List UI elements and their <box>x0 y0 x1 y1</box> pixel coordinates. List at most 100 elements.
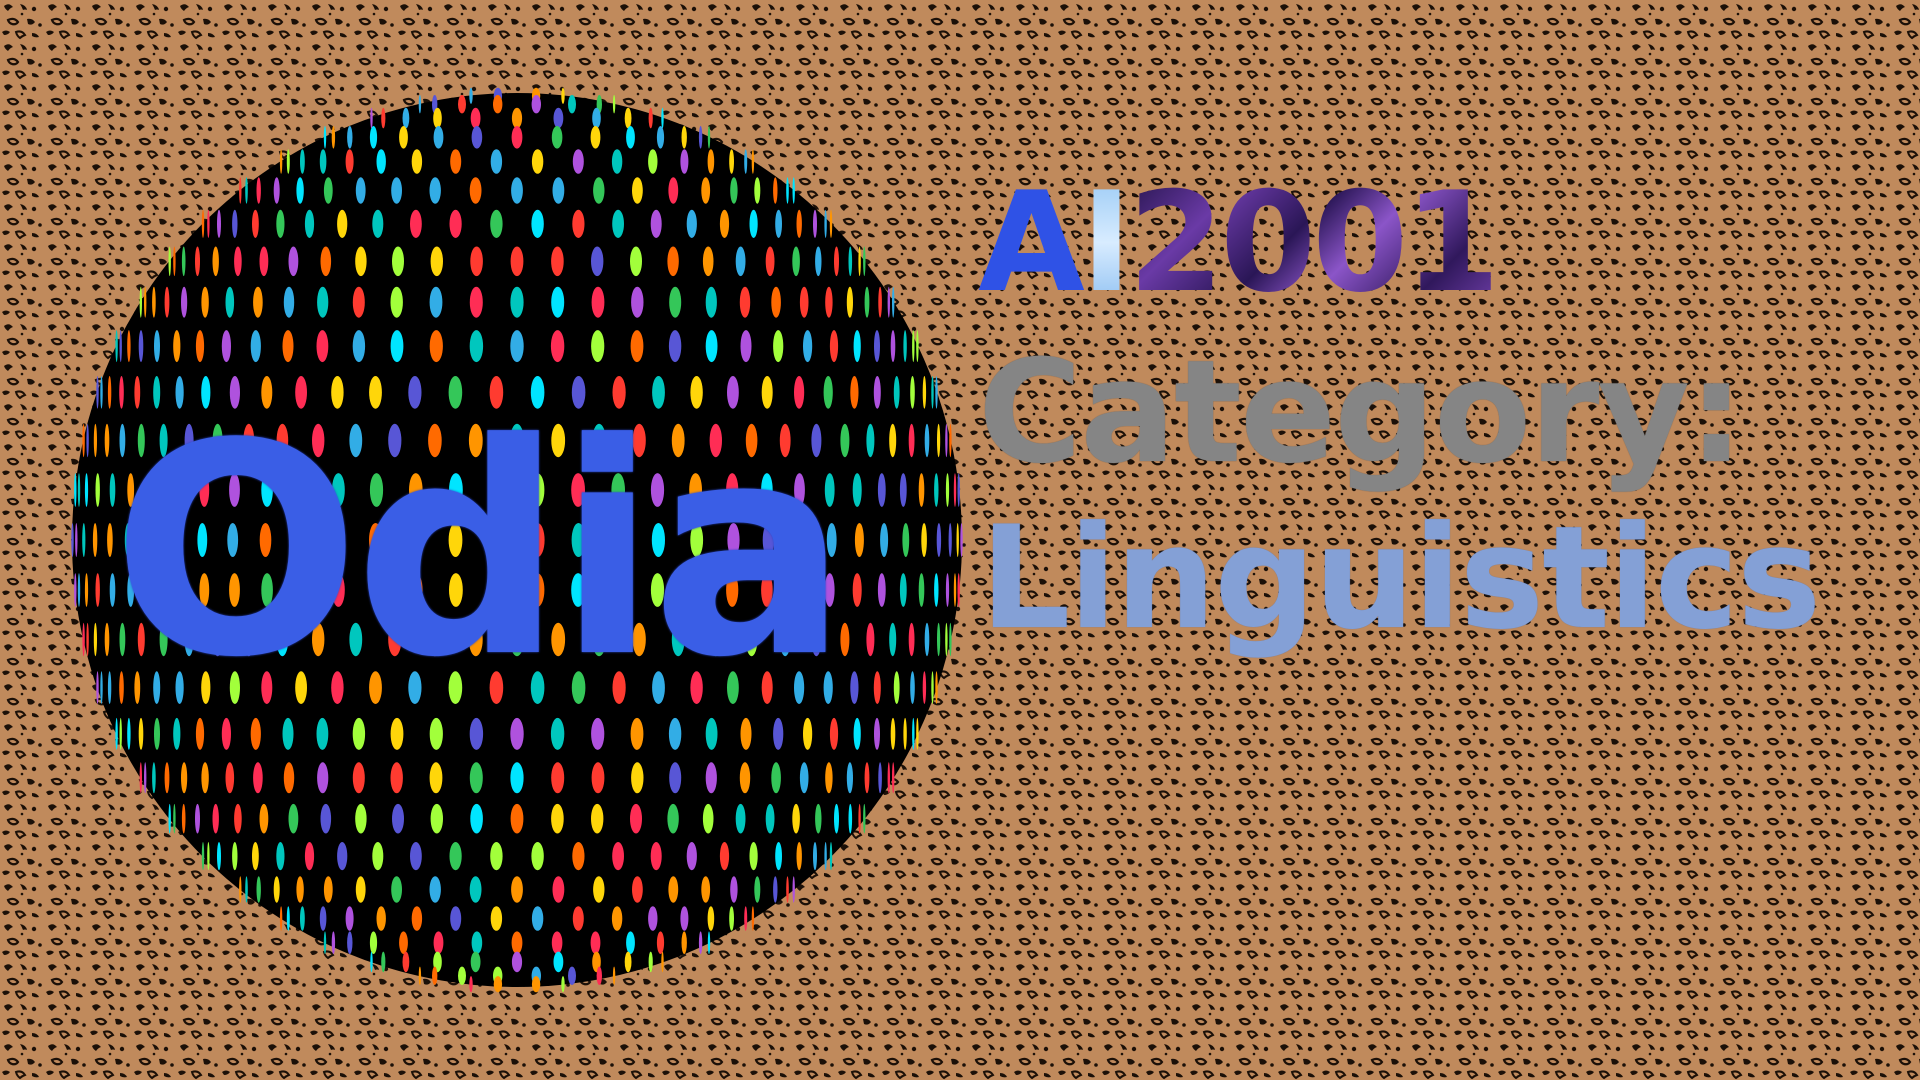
sphere-dot <box>154 717 160 750</box>
sphere-dot <box>799 762 809 794</box>
sphere-dot <box>744 149 748 174</box>
sphere-dot <box>690 523 704 557</box>
sphere-dot <box>390 762 403 794</box>
sphere-dot <box>243 622 255 657</box>
sphere-dot <box>448 376 463 409</box>
sphere-dot <box>571 573 585 607</box>
sphere-dot <box>175 376 184 409</box>
sphere-dot <box>945 473 950 507</box>
sphere-dot <box>212 622 223 657</box>
sphere-dot <box>181 803 186 834</box>
sphere-dot <box>159 622 168 657</box>
sphere-dot <box>773 876 778 903</box>
sphere-dot <box>829 209 833 238</box>
sphere-dot <box>352 286 365 318</box>
sphere-dot <box>840 622 850 657</box>
sphere-dot <box>551 423 566 458</box>
sphere-dot <box>591 330 605 363</box>
sphere-dot <box>217 209 221 238</box>
sphere-dot <box>234 803 242 834</box>
sphere-dot <box>369 931 378 954</box>
sphere-dot <box>771 762 781 794</box>
sphere-dot <box>510 717 524 750</box>
sphere-dot <box>168 803 171 834</box>
sphere-dot <box>402 951 410 973</box>
sphere-dot <box>815 246 822 277</box>
sphere-dot <box>304 209 315 238</box>
sphere-dot <box>611 573 625 607</box>
sphere-dot <box>652 376 665 409</box>
sphere-dot <box>369 523 383 557</box>
sphere-dot <box>561 976 565 993</box>
sphere-dot <box>668 330 682 363</box>
sphere-dot <box>667 246 679 277</box>
sphere-dot <box>276 622 289 657</box>
sphere-dot <box>225 762 235 794</box>
sphere-dot <box>592 622 606 657</box>
sphere-dot <box>751 906 755 931</box>
sphere-dot <box>119 330 122 363</box>
sphere-dot <box>707 906 715 931</box>
sphere-dot <box>689 573 702 607</box>
sphere-dot <box>531 976 541 993</box>
sphere-dot <box>428 622 442 657</box>
sphere-dot <box>458 95 466 114</box>
sphere-dot <box>740 717 752 750</box>
sphere-dot <box>256 177 261 204</box>
sphere-dot <box>119 717 122 750</box>
sphere-dot <box>109 473 116 507</box>
sphere-dot <box>591 717 605 750</box>
sphere-dot <box>469 717 484 750</box>
sphere-dot <box>624 107 632 129</box>
sphere-dot <box>530 671 545 704</box>
sphere-dot <box>591 286 605 318</box>
sphere-dot <box>279 906 283 931</box>
sphere-dot <box>369 126 378 149</box>
sphere-dot <box>347 931 353 954</box>
sphere-dot <box>227 523 239 557</box>
sphere-dot <box>449 842 462 871</box>
sphere-dot <box>671 622 685 657</box>
sphere-dot <box>109 573 116 607</box>
sphere-dot <box>77 573 81 607</box>
sphere-dot <box>846 762 854 794</box>
sphere-dot <box>880 523 889 557</box>
sphere-dot <box>918 573 925 607</box>
sphere-dot <box>648 951 653 973</box>
sphere-dot <box>707 149 715 174</box>
sphere-dot <box>794 573 805 607</box>
sphere-dot <box>945 622 948 657</box>
sphere-dot <box>612 842 624 871</box>
sphere-dot <box>259 523 272 557</box>
sphere-dot <box>201 842 205 871</box>
sphere-dot <box>511 177 523 204</box>
sphere-dot <box>107 376 112 409</box>
sphere-dot <box>626 126 635 149</box>
sphere-dot <box>100 671 103 704</box>
sphere-dot <box>762 523 775 557</box>
sphere-dot <box>937 622 941 657</box>
sphere-dot <box>631 762 644 794</box>
sphere-dot <box>469 330 484 363</box>
sphere-dot <box>864 286 870 318</box>
sphere-dot <box>352 717 366 750</box>
sphere-dot <box>701 876 711 903</box>
sphere-dot <box>945 423 948 458</box>
sphere-dot <box>391 177 402 204</box>
language-title: Odia <box>112 381 848 721</box>
sphere-dot <box>323 876 333 903</box>
sphere-dot <box>372 842 384 871</box>
sphere-dot <box>878 762 882 794</box>
sphere-dot <box>429 330 443 363</box>
sphere-dot <box>957 573 960 607</box>
sphere-dot <box>931 376 934 409</box>
sphere-dot <box>273 876 280 903</box>
sphere-dot <box>572 209 585 238</box>
sphere-dot <box>286 906 290 931</box>
sphere-dot <box>908 423 915 458</box>
sphere-dot <box>829 717 839 750</box>
sphere-dot <box>323 177 333 204</box>
sphere-dot <box>813 842 817 871</box>
sphere-dot <box>550 717 565 750</box>
sphere-dot <box>815 803 822 834</box>
